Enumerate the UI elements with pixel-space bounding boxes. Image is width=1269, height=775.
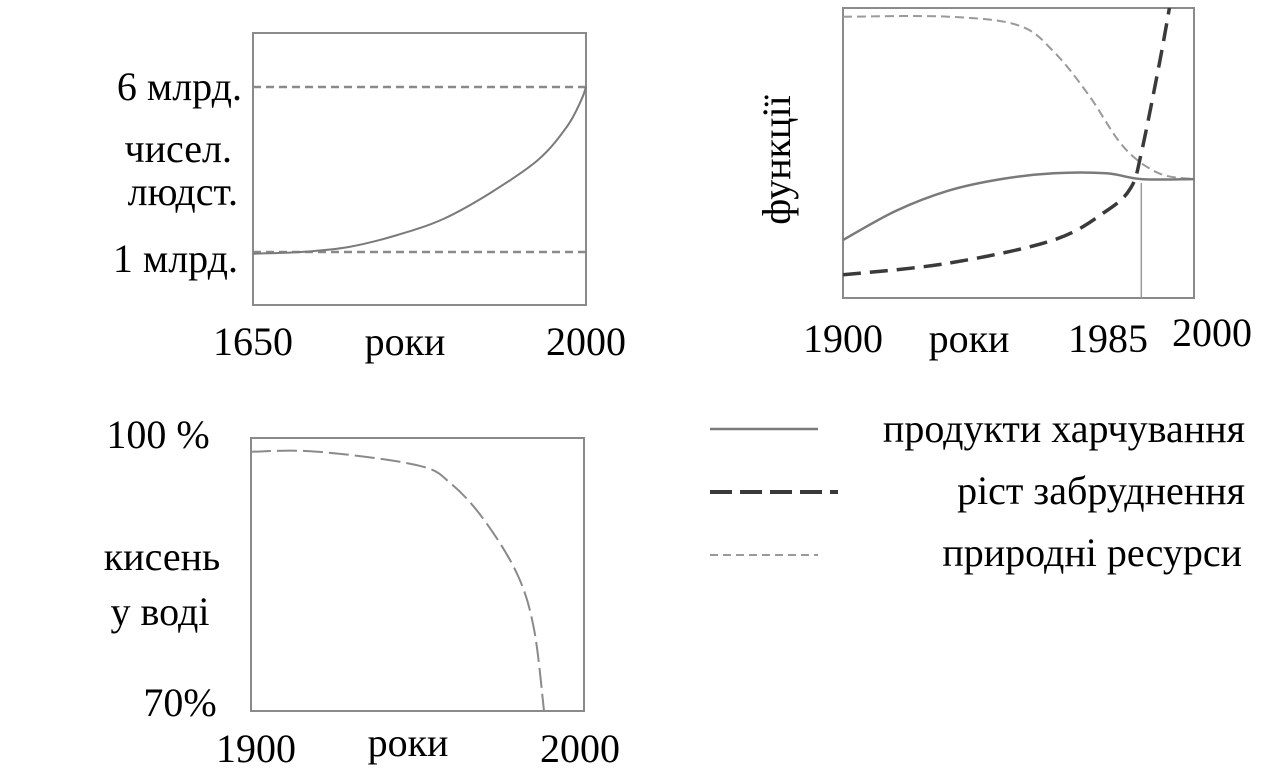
legend: продукти харчування ріст забруднення при… xyxy=(710,406,1245,575)
population-ref-label-6: 6 млрд. xyxy=(117,64,242,109)
functions-series-resources xyxy=(842,15,1195,181)
functions-chart: функції 1900 роки 1985 2000 xyxy=(754,7,1252,361)
functions-series-pollution xyxy=(842,7,1172,277)
legend-label-resources: природні ресурси xyxy=(942,530,1242,575)
oxygen-x-tick-1900: 1900 xyxy=(216,726,296,771)
population-ylabel-line-2: людст. xyxy=(128,169,238,214)
population-x-tick-2000: 2000 xyxy=(546,319,626,364)
oxygen-plot-frame xyxy=(250,437,585,712)
oxygen-y-tick-100: 100 % xyxy=(106,412,209,457)
functions-xlabel: роки xyxy=(929,316,1010,361)
legend-label-food: продукти харчування xyxy=(883,406,1245,451)
population-ylabel-line-1: чисел. xyxy=(125,126,232,171)
population-x-tick-1650: 1650 xyxy=(213,319,293,364)
population-chart: 6 млрд. чисел. людст. 1 млрд. 1650 роки … xyxy=(113,32,626,364)
oxygen-series-line xyxy=(250,449,545,712)
oxygen-chart: 100 % кисень у воді 70% 1900 роки 2000 xyxy=(104,412,620,771)
functions-series-food xyxy=(842,171,1195,242)
functions-plot-frame xyxy=(842,7,1195,299)
functions-x-tick-1900: 1900 xyxy=(803,316,883,361)
population-plot-frame xyxy=(252,32,587,306)
oxygen-x-tick-2000: 2000 xyxy=(540,726,620,771)
functions-x-tick-2000: 2000 xyxy=(1172,310,1252,355)
population-ref-label-1: 1 млрд. xyxy=(113,236,238,281)
population-xlabel: роки xyxy=(365,319,446,364)
functions-x-tick-1985: 1985 xyxy=(1068,316,1148,361)
population-series-line xyxy=(252,86,587,255)
legend-label-pollution: ріст забруднення xyxy=(957,468,1245,513)
functions-ylabel: функції xyxy=(754,94,799,224)
oxygen-y-tick-70: 70% xyxy=(143,680,216,725)
oxygen-xlabel: роки xyxy=(368,720,449,765)
oxygen-ylabel-line-1: кисень xyxy=(104,534,220,579)
oxygen-ylabel-line-2: у воді xyxy=(111,589,210,634)
